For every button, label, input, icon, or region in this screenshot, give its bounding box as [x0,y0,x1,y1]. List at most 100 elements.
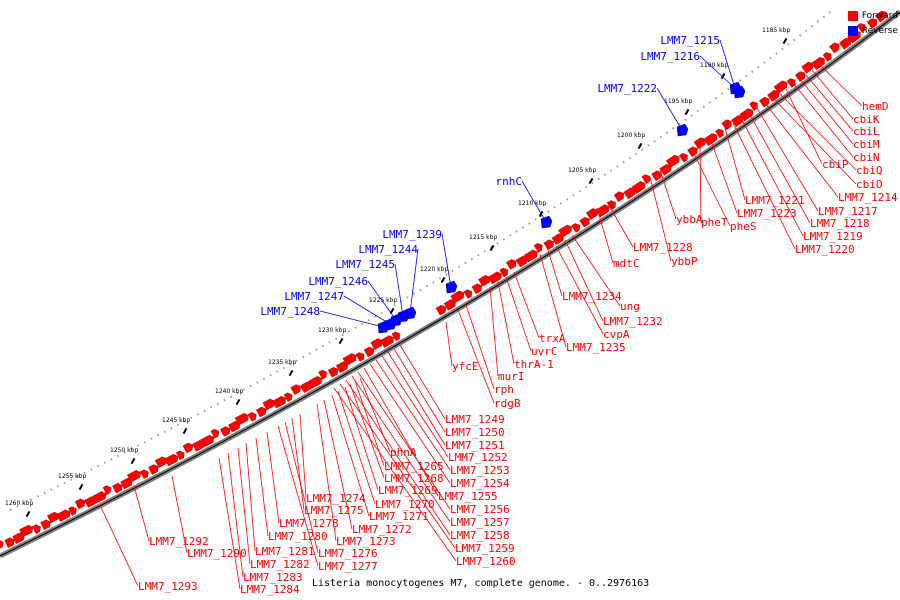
gene-label: LMM7_1254 [450,477,510,490]
forward-gene-block [148,464,159,475]
kbp-tick-mark [288,369,294,377]
gene-label: cvpA [603,328,630,341]
legend-reverse: Reverse [847,23,898,38]
forward-gene-block [613,191,625,203]
forward-gene-block [200,434,215,448]
gene-label: LMM7_1239 [382,228,442,241]
forward-gene-block [182,442,194,454]
forward-gene-block [786,78,796,88]
gene-label: thrA-1 [514,358,554,371]
leader-line [778,92,857,171]
leader-line [323,399,353,530]
genome-caption: Listeria monocytogenes M7, complete geno… [312,578,650,589]
leader-line [284,421,319,554]
leader-line [266,431,280,524]
forward-gene-block [866,18,878,29]
forward-gene-block [571,223,580,233]
leader-line [357,371,451,510]
reverse-gene-block [733,85,746,99]
gene-label: LMM7_1283 [243,571,303,584]
legend-forward-label: Forward [861,10,898,21]
gene-label: pheT [701,216,728,229]
leader-line [571,234,621,307]
gene-label: LMM7_1222 [597,82,657,95]
forward-gene-block [220,426,231,437]
kbp-tick-mark [25,510,31,518]
kbp-tick-label: 1230 kbp [318,327,346,334]
gene-label: LMM7_1257 [450,516,510,529]
forward-gene-block [665,154,680,168]
gene-label: LMM7_1214 [838,191,898,204]
leader-line [465,304,495,390]
leader-line [719,39,736,89]
forward-gene-block [74,498,86,510]
kbp-tick-label: 1220 kbp [420,266,448,273]
forward-gene-block [874,10,887,23]
gene-label: LMM7_1268 [384,472,444,485]
gene-label: LMM7_1235 [566,341,626,354]
gene-label: LMM7_1258 [450,529,510,542]
legend-forward: Forward [847,8,898,23]
kbp-tick-mark [78,483,84,491]
forward-gene-block [4,537,15,548]
gene-blocks [0,10,887,550]
kbp-tick-mark [182,427,188,435]
forward-gene-block [102,485,112,495]
leader-line [387,351,446,446]
gene-label: LMM7_1251 [445,439,505,452]
leader-line [505,276,532,352]
forward-gene-block [126,470,141,483]
leader-line [539,253,567,348]
leader-line [799,78,854,145]
gene-label: yfcE [452,360,479,373]
forward-gene-block [487,271,502,285]
gene-label: LMM7_1270 [375,498,435,511]
leader-line [351,375,451,523]
gene-label: LMM7_1253 [450,464,510,477]
leader-line [756,107,819,212]
gene-label: ung [620,300,640,313]
gene-label: LMM7_1282 [250,558,310,571]
gene-label: LMM7_1228 [633,241,693,254]
forward-gene-block [255,406,267,418]
forward-gene-block [32,524,41,534]
gene-label: hemD [862,100,889,113]
kbp-tick-label: 1255 kbp [58,473,86,480]
gene-label: LMM7_1281 [255,545,315,558]
forward-gene-block [551,233,564,246]
forward-gene-block [641,174,651,184]
gene-label: pheS [730,220,757,233]
gene-label: LMM7_1274 [306,492,366,505]
leader-line [764,102,839,198]
leader-line [349,383,385,479]
strand-legend: Forward Reverse [847,8,898,38]
gene-label: LMM7_1250 [445,426,505,439]
gene-label: LMM7_1256 [450,503,510,516]
kbp-tick-mark [637,142,643,150]
kbp-tick-label: 1190 kbp [700,62,728,69]
forward-gene-block [308,376,323,389]
gene-label: LMM7_1219 [803,230,863,243]
forward-gene-block [739,108,754,122]
leader-line [367,280,397,321]
leader-line [606,201,634,248]
reverse-gene-block [540,215,553,229]
forward-gene-block [355,352,365,362]
leader-line [316,403,337,542]
gene-label: LMM7_1218 [810,217,870,230]
forward-gene-block [471,283,483,295]
gene-label: murI [498,370,525,383]
gene-label: rdgB [494,397,521,410]
leader-line [299,413,307,499]
forward-gene-block [450,290,465,304]
gene-label: cbiN [853,151,880,164]
leader-line [354,380,385,467]
gene-label: LMM7_1220 [795,243,855,256]
gene-label: rph [494,383,514,396]
gene-label: trxA [539,332,566,345]
forward-gene-block [773,80,788,94]
gene-label: rnhC [496,175,523,188]
reverse-swatch [847,25,858,36]
forward-gene-block [505,259,517,270]
